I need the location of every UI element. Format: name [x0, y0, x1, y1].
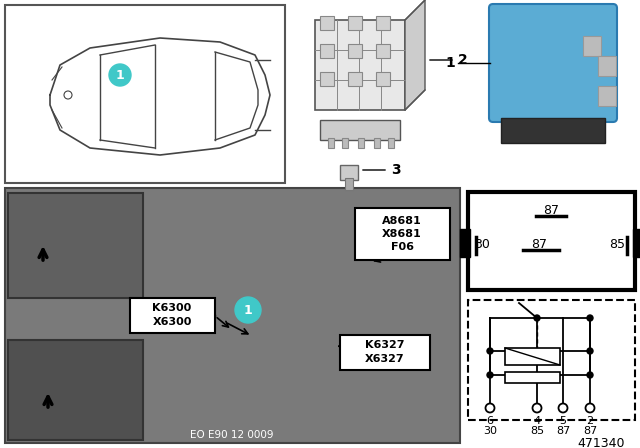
- Bar: [348, 72, 362, 86]
- Bar: [505, 372, 560, 383]
- Bar: [505, 348, 560, 365]
- Text: 87: 87: [531, 237, 547, 250]
- Bar: [130, 298, 215, 333]
- Circle shape: [587, 315, 593, 321]
- Bar: [345, 178, 353, 190]
- Circle shape: [487, 372, 493, 378]
- Bar: [340, 165, 358, 180]
- Text: 30: 30: [474, 237, 490, 250]
- Circle shape: [532, 404, 541, 413]
- Bar: [633, 229, 640, 257]
- Bar: [328, 138, 334, 148]
- Bar: [355, 208, 450, 260]
- Bar: [340, 335, 430, 370]
- Circle shape: [534, 315, 540, 321]
- Circle shape: [235, 297, 261, 323]
- Bar: [315, 20, 405, 110]
- Circle shape: [64, 91, 72, 99]
- Text: 6: 6: [486, 416, 493, 426]
- Text: 3: 3: [391, 163, 401, 177]
- Circle shape: [486, 404, 495, 413]
- Circle shape: [587, 348, 593, 354]
- Text: 5: 5: [559, 416, 566, 426]
- Bar: [8, 340, 143, 440]
- Text: 1: 1: [445, 56, 455, 70]
- Bar: [374, 138, 380, 148]
- Bar: [5, 5, 285, 183]
- Text: 2: 2: [586, 416, 593, 426]
- Bar: [468, 192, 635, 290]
- Text: A8681
X8681
F06: A8681 X8681 F06: [382, 216, 422, 252]
- Bar: [5, 188, 460, 443]
- Text: 87: 87: [556, 426, 570, 436]
- Bar: [320, 44, 334, 58]
- Bar: [376, 44, 390, 58]
- Text: EO E90 12 0009: EO E90 12 0009: [190, 430, 274, 440]
- Bar: [583, 36, 601, 56]
- Polygon shape: [405, 0, 425, 110]
- Text: 471340: 471340: [577, 436, 625, 448]
- Bar: [348, 16, 362, 30]
- Bar: [468, 300, 635, 420]
- Text: 85: 85: [609, 237, 625, 250]
- Bar: [320, 72, 334, 86]
- Bar: [388, 138, 394, 148]
- Text: 87: 87: [583, 426, 597, 436]
- Text: K6327
X6327: K6327 X6327: [365, 340, 405, 364]
- Bar: [376, 16, 390, 30]
- Circle shape: [586, 404, 595, 413]
- Text: 85: 85: [530, 426, 544, 436]
- Text: 30: 30: [483, 426, 497, 436]
- Bar: [358, 138, 364, 148]
- Bar: [8, 193, 143, 298]
- Text: 2: 2: [458, 53, 468, 67]
- Bar: [501, 118, 605, 143]
- Bar: [342, 138, 348, 148]
- Text: 87: 87: [543, 203, 559, 216]
- Bar: [320, 16, 334, 30]
- Circle shape: [109, 64, 131, 86]
- Bar: [376, 72, 390, 86]
- Bar: [598, 86, 616, 106]
- Text: K6300
X6300: K6300 X6300: [152, 303, 192, 327]
- Bar: [598, 56, 616, 76]
- FancyBboxPatch shape: [489, 4, 617, 122]
- Bar: [348, 44, 362, 58]
- Bar: [460, 229, 470, 257]
- Text: 4: 4: [533, 416, 541, 426]
- Circle shape: [587, 372, 593, 378]
- Circle shape: [487, 348, 493, 354]
- Text: 1: 1: [244, 303, 252, 316]
- Circle shape: [559, 404, 568, 413]
- Bar: [320, 120, 400, 140]
- Text: 1: 1: [116, 69, 124, 82]
